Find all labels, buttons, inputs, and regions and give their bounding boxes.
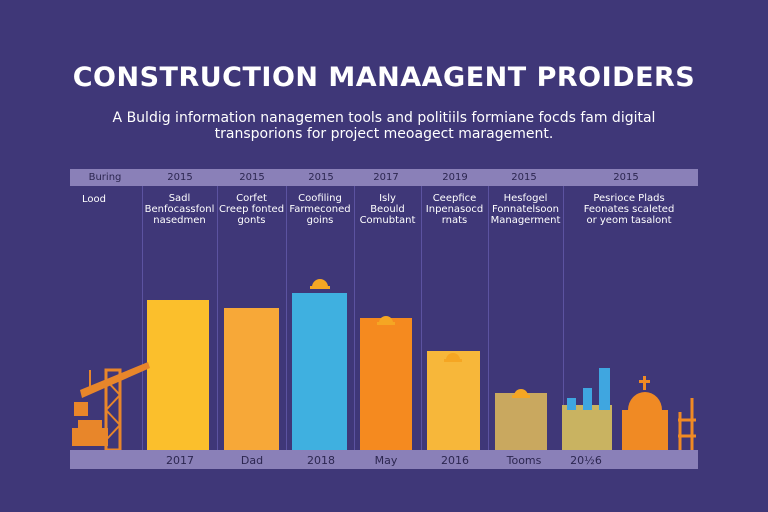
footer-label: May [374,454,398,467]
header-year-label: 2015 [308,172,334,183]
column-divider [563,186,564,450]
bar-5 [427,351,480,450]
header-year-label: 2019 [442,172,468,183]
column-label: Pesrioce Plads Feonates scaleted or yeom t… [583,193,675,226]
column-divider [421,186,422,450]
column-label: Sadl Benfocassfonl nasedmen [144,193,215,226]
scaffold-icon [678,398,696,450]
column-divider [217,186,218,450]
bar-3 [292,292,347,450]
column-divider [286,186,287,450]
column-label: Ceepfice Inpenasocd rnats [425,193,484,226]
header-year-label: 2015 [613,172,639,183]
bar-1 [147,300,209,450]
footer-label: 2017 [166,454,194,467]
column-label: Corfet Creep fonted gonts [218,193,285,226]
header-year-label: 2015 [511,172,537,183]
column-divider [142,186,143,450]
header-year-label: 2017 [373,172,399,183]
header-band-first-label: Buring [88,172,122,183]
header-year-label: 2015 [167,172,193,183]
chart-title: CONSTRUCTION MANAAGENT PROIDERS [72,62,696,93]
footer-label: 2018 [307,454,335,467]
column-divider [488,186,489,450]
bar-6 [495,393,547,450]
bar-4 [360,318,412,450]
header-year-label: 2015 [239,172,265,183]
hard-hat-icon [512,389,530,398]
hard-hat-icon [444,353,462,362]
chart-subtitle: A Buldig information nanagemen tools and… [112,110,656,142]
hard-hat-icon [377,316,395,325]
column-divider [354,186,355,450]
footer-band [70,450,698,469]
column-label: Isly Beould Comubtant [359,193,416,226]
crane-icon [72,362,150,452]
bar-2 [224,307,279,450]
domed-building-icon [622,376,668,450]
bar-7 [562,405,612,450]
footer-label: Dad [240,454,264,467]
header-band [70,169,698,186]
column-label: Coofiling Farmeconed goins [289,193,351,226]
column-label: Hesfogel Fonnatelsoon Managerment [490,193,561,226]
hard-hat-icon [310,279,330,289]
footer-label: 2016 [441,454,469,467]
row-label: Lood [82,194,106,205]
mini-bar-chart-icon [567,368,610,410]
footer-label: 20½6 [570,454,602,467]
footer-label: Tooms [506,454,542,467]
